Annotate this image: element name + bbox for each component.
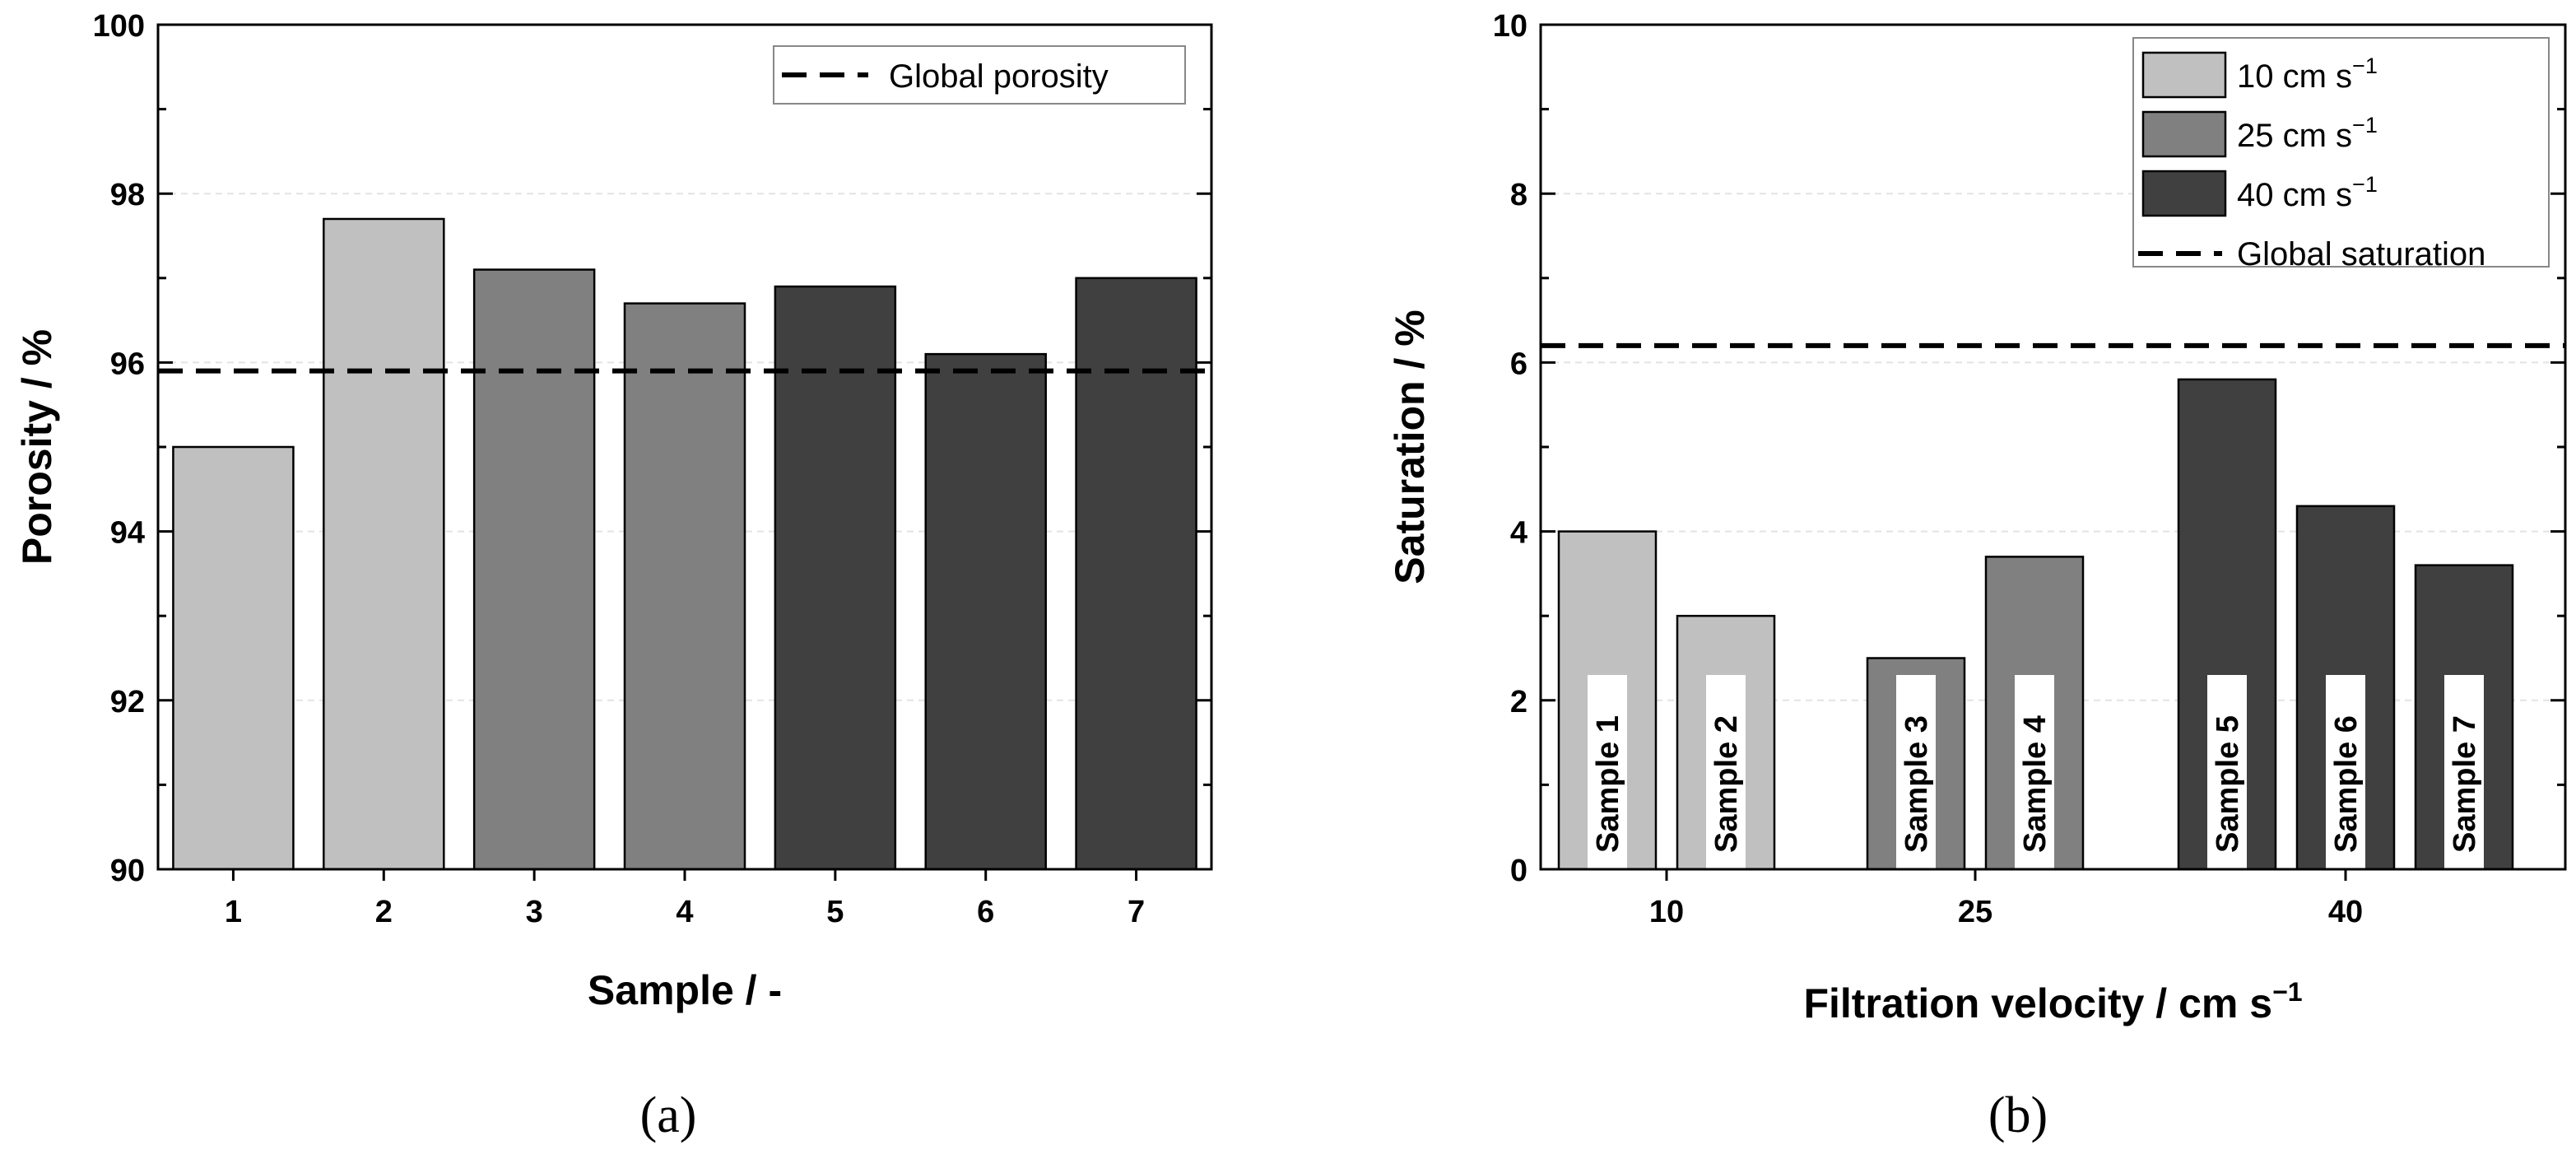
- a-bar-sample-7: [1075, 277, 1197, 871]
- b-panel-label: (b): [1988, 1087, 2048, 1143]
- a-bar-sample-3: [472, 268, 596, 871]
- a-x-axis-ticks: 1 2 3 4 5 6 7: [225, 869, 1145, 929]
- a-bar-sample-2: [323, 217, 445, 871]
- b-y-tick-label: 0: [1510, 854, 1527, 888]
- a-x-tick-label: 7: [1128, 895, 1145, 929]
- panel-a-chart: 90 92 94 96 98 100 1 2 3 4 5 6 7 Sample / - Porosit…: [14, 9, 1213, 1143]
- a-y-tick-label: 92: [110, 685, 145, 719]
- b-bar-label: Sample 6: [2329, 715, 2364, 853]
- b-bar-label-bg: [1896, 675, 1936, 869]
- b-y-tick-label: 8: [1510, 178, 1527, 212]
- a-x-tick-label: 5: [826, 895, 844, 929]
- b-y-axis-ticks: 0 2 4 6 8 10: [1493, 9, 2565, 888]
- a-legend-entry: Global porosity: [889, 58, 1109, 95]
- b-legend-entry-main: 10 cm s: [2237, 58, 2352, 95]
- a-panel-label: (a): [640, 1087, 697, 1143]
- a-x-tick-label: 4: [676, 895, 693, 929]
- a-bar-sample-6: [924, 352, 1047, 871]
- b-x-tick-label: 25: [1958, 895, 1992, 929]
- b-bar-label: Sample 7: [2448, 715, 2482, 853]
- b-bar-label: Sample 5: [2211, 715, 2245, 853]
- a-legend: Global porosity: [773, 45, 1186, 105]
- b-bar-label: Sample 1: [1591, 715, 1625, 853]
- b-legend-swatch-dark: [2141, 170, 2227, 217]
- b-legend-entry-sup: −1: [2352, 54, 2378, 78]
- b-bar-label: Sample 3: [1899, 715, 1934, 853]
- b-x-axis-label-sup: −1: [2272, 977, 2302, 1007]
- a-x-tick-label: 1: [225, 895, 242, 929]
- b-y-tick-label: 6: [1510, 347, 1527, 381]
- a-y-tick-label: 94: [110, 516, 145, 551]
- b-x-tick-label: 10: [1649, 895, 1684, 929]
- b-bar-label-bg: [2326, 675, 2365, 869]
- a-x-axis-label: Sample / -: [588, 967, 782, 1013]
- b-x-axis-ticks: 10 25 40: [1649, 869, 2363, 929]
- b-bar-label-bg: [2444, 675, 2484, 869]
- a-y-tick-label: 100: [93, 9, 145, 44]
- b-legend-entry-main: 40 cm s: [2237, 177, 2352, 213]
- a-y-tick-label: 96: [110, 347, 145, 381]
- a-y-axis-ticks: 90 92 94 96 98 100: [93, 9, 1211, 888]
- b-x-axis-label: Filtration velocity / cm s−1: [1803, 977, 2302, 1026]
- b-legend-swatch-light: [2141, 51, 2227, 99]
- b-legend-entry-sup: −1: [2352, 113, 2378, 137]
- b-bar-label: Sample 2: [1709, 715, 1744, 853]
- b-y-tick-label: 10: [1493, 9, 1527, 44]
- b-legend-entry-main: 25 cm s: [2237, 118, 2352, 154]
- b-bar-label: Sample 4: [2018, 715, 2053, 853]
- b-bar-label-bg: [2207, 675, 2247, 869]
- b-legend-entry: 10 cm s−1: [2237, 54, 2378, 95]
- a-x-tick-label: 6: [977, 895, 994, 929]
- b-y-axis-label: Saturation / %: [1387, 310, 1433, 584]
- b-bar-label-bg: [1588, 675, 1627, 869]
- b-x-tick-label: 40: [2328, 895, 2363, 929]
- b-bars: Sample 1 Sample 2 Sample 3 Sample 4 Sample 5…: [1557, 378, 2514, 871]
- a-bar-sample-1: [172, 445, 295, 871]
- a-bars: [172, 217, 1197, 871]
- a-bar-sample-5: [774, 285, 897, 871]
- b-legend-swatch-mid: [2141, 110, 2227, 158]
- a-x-tick-label: 2: [375, 895, 393, 929]
- a-y-axis-label: Porosity / %: [14, 329, 60, 565]
- a-y-tick-label: 90: [110, 854, 145, 888]
- a-y-tick-label: 98: [110, 178, 145, 212]
- b-x-axis-label-main: Filtration velocity / cm s: [1803, 980, 2272, 1026]
- b-legend-entry-sup: −1: [2352, 172, 2378, 197]
- a-bar-sample-4: [623, 302, 746, 871]
- b-y-tick-label: 4: [1510, 516, 1527, 551]
- panel-b-chart: Sample 1 Sample 2 Sample 3 Sample 4 Sample 5…: [1387, 9, 2567, 1143]
- b-legend-entry: 40 cm s−1: [2237, 172, 2378, 213]
- b-y-tick-label: 2: [1510, 685, 1527, 719]
- b-legend-entry: 25 cm s−1: [2237, 113, 2378, 154]
- b-legend-entry: Global saturation: [2237, 236, 2485, 272]
- b-legend-entry-main: Global saturation: [2237, 236, 2485, 272]
- b-bar-label-bg: [1706, 675, 1746, 869]
- a-x-tick-label: 3: [526, 895, 543, 929]
- b-bar-label-bg: [2015, 675, 2054, 869]
